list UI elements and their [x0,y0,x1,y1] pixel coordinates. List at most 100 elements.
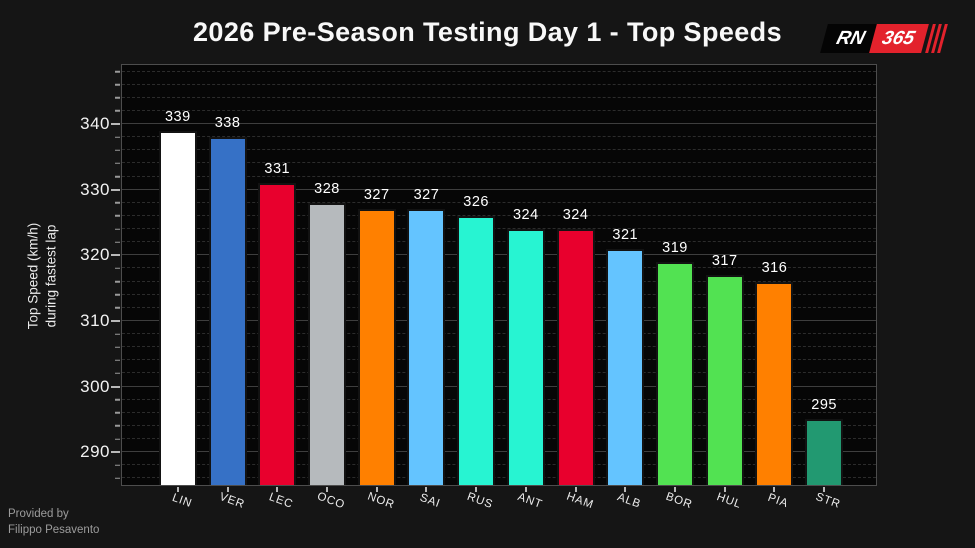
y-tick-mark-major [110,188,120,191]
y-tick-mark-major [110,123,120,126]
x-tick-mark [475,487,478,492]
bar-LIN [158,130,197,485]
y-tick-mark-major [110,319,120,322]
x-tick-label-LIN: LIN [170,491,194,511]
y-tick-mark-minor [114,293,120,296]
bar-value-label: 324 [562,207,589,224]
y-tick-mark-minor [114,97,120,99]
y-axis-label: Top Speed (km/h) during fastest lap [24,223,59,330]
gridline-minor [122,477,876,479]
y-tick-mark-minor [114,70,120,73]
x-tick-mark [723,487,726,492]
y-tick-mark-major [110,451,120,454]
gridline-minor [122,372,876,374]
credit-line1: Provided by [8,508,69,520]
x-tick-mark [326,487,328,492]
bar-HUL [705,275,744,485]
bar-value-label: 327 [363,187,390,204]
bar-value-label: 331 [264,161,291,178]
gridlines-layer [122,65,876,485]
gridline-minor [122,96,876,98]
y-tick-mark-minor [114,333,120,335]
y-tick-mark-minor [114,477,120,480]
plot-area: 290 300 310 320 330 340 339 338 331 328 327 327 326… [80,64,877,512]
y-tick-label: 290 [80,442,110,462]
y-tick-mark-minor [114,83,120,86]
credit-text: Provided by Filippo Pesavento [8,507,99,538]
gridline-minor [122,411,876,413]
y-tick-mark-minor [114,398,120,401]
bar-HAM [556,229,595,485]
bar-value-label: 319 [662,239,688,256]
x-tick-label-BOR: BOR [664,490,694,512]
x-tick-mark [276,487,279,492]
gridline-minor [122,109,876,111]
bar-value-label: 328 [314,180,340,197]
x-tick-label-ALB: ALB [615,491,643,511]
y-tick-mark-minor [114,412,120,414]
bar-value-label: 317 [711,253,738,269]
y-tick-mark-minor [114,110,120,112]
x-tick-label-PIA: PIA [766,491,791,511]
y-tick-label: 340 [80,114,110,134]
y-tick-mark-minor [114,464,120,467]
bar-PIA [755,281,794,485]
gridline-minor [122,359,876,361]
x-tick-mark [574,487,577,492]
y-tick-mark-minor [114,228,120,230]
x-tick-label-SAI: SAI [418,491,443,511]
y-axis-ticks-layer: 290 300 310 320 330 340 [80,65,876,485]
x-tick-mark [375,487,378,492]
gridline-minor [122,175,876,177]
bar-value-label: 327 [413,187,440,204]
bar-value-label: 316 [761,259,788,276]
y-tick-mark-minor [114,136,120,138]
bar-ANT [506,229,545,485]
gridline-minor [122,346,876,348]
y-tick-mark-minor [114,425,120,427]
rn365-logo: RN 365 [820,24,949,53]
y-tick-mark-minor [114,215,120,217]
bar-SAI [407,209,446,485]
bar-RUS [457,215,496,485]
x-tick-mark [823,487,826,492]
y-tick-mark-minor [114,267,120,270]
gridline-minor [122,333,876,335]
x-tick-label-HUL: HUL [714,491,743,511]
y-tick-mark-minor [114,438,120,440]
gridline-minor [122,83,876,85]
x-tick-mark [674,487,676,492]
y-axis-label-line1: Top Speed (km/h) [25,222,41,330]
gridline-minor [122,398,876,400]
bar-OCO [308,202,346,485]
x-tick-label-LEC: LEC [267,491,295,511]
bar-ALB [606,248,645,485]
bar-LEC [258,183,297,485]
y-tick-mark-minor [114,359,120,362]
x-tick-label-HAM: HAM [564,490,595,512]
x-tick-mark [226,487,229,492]
gridline-major [122,385,876,387]
x-axis-ticks-layer: LIN VER LEC OCO NOR SAI RUS ANT HAM ALB BOR HUL PIA S… [122,65,876,512]
y-tick-label: 300 [80,376,110,396]
y-axis-label-line2: during fastest lap [43,224,58,328]
x-tick-mark [176,487,179,492]
gridline-minor [122,293,876,295]
gridline-minor [122,464,876,466]
bars-layer: 339 338 331 328 327 327 326 324 324 321 319 317 316 2… [122,65,876,485]
bar-value-label: 321 [612,226,639,243]
bar-STR [805,419,844,485]
gridline-minor [122,136,876,138]
gridline-major [122,123,876,125]
gridline-minor [122,267,876,269]
x-tick-label-RUS: RUS [465,490,495,512]
x-tick-mark [425,487,428,492]
gridline-minor [122,70,876,72]
gridline-major [122,254,876,256]
x-tick-label-VER: VER [217,490,246,512]
gridline-major [122,188,876,190]
y-tick-label: 330 [80,179,110,199]
gridline-minor [122,162,876,164]
gridline-minor [122,424,876,426]
